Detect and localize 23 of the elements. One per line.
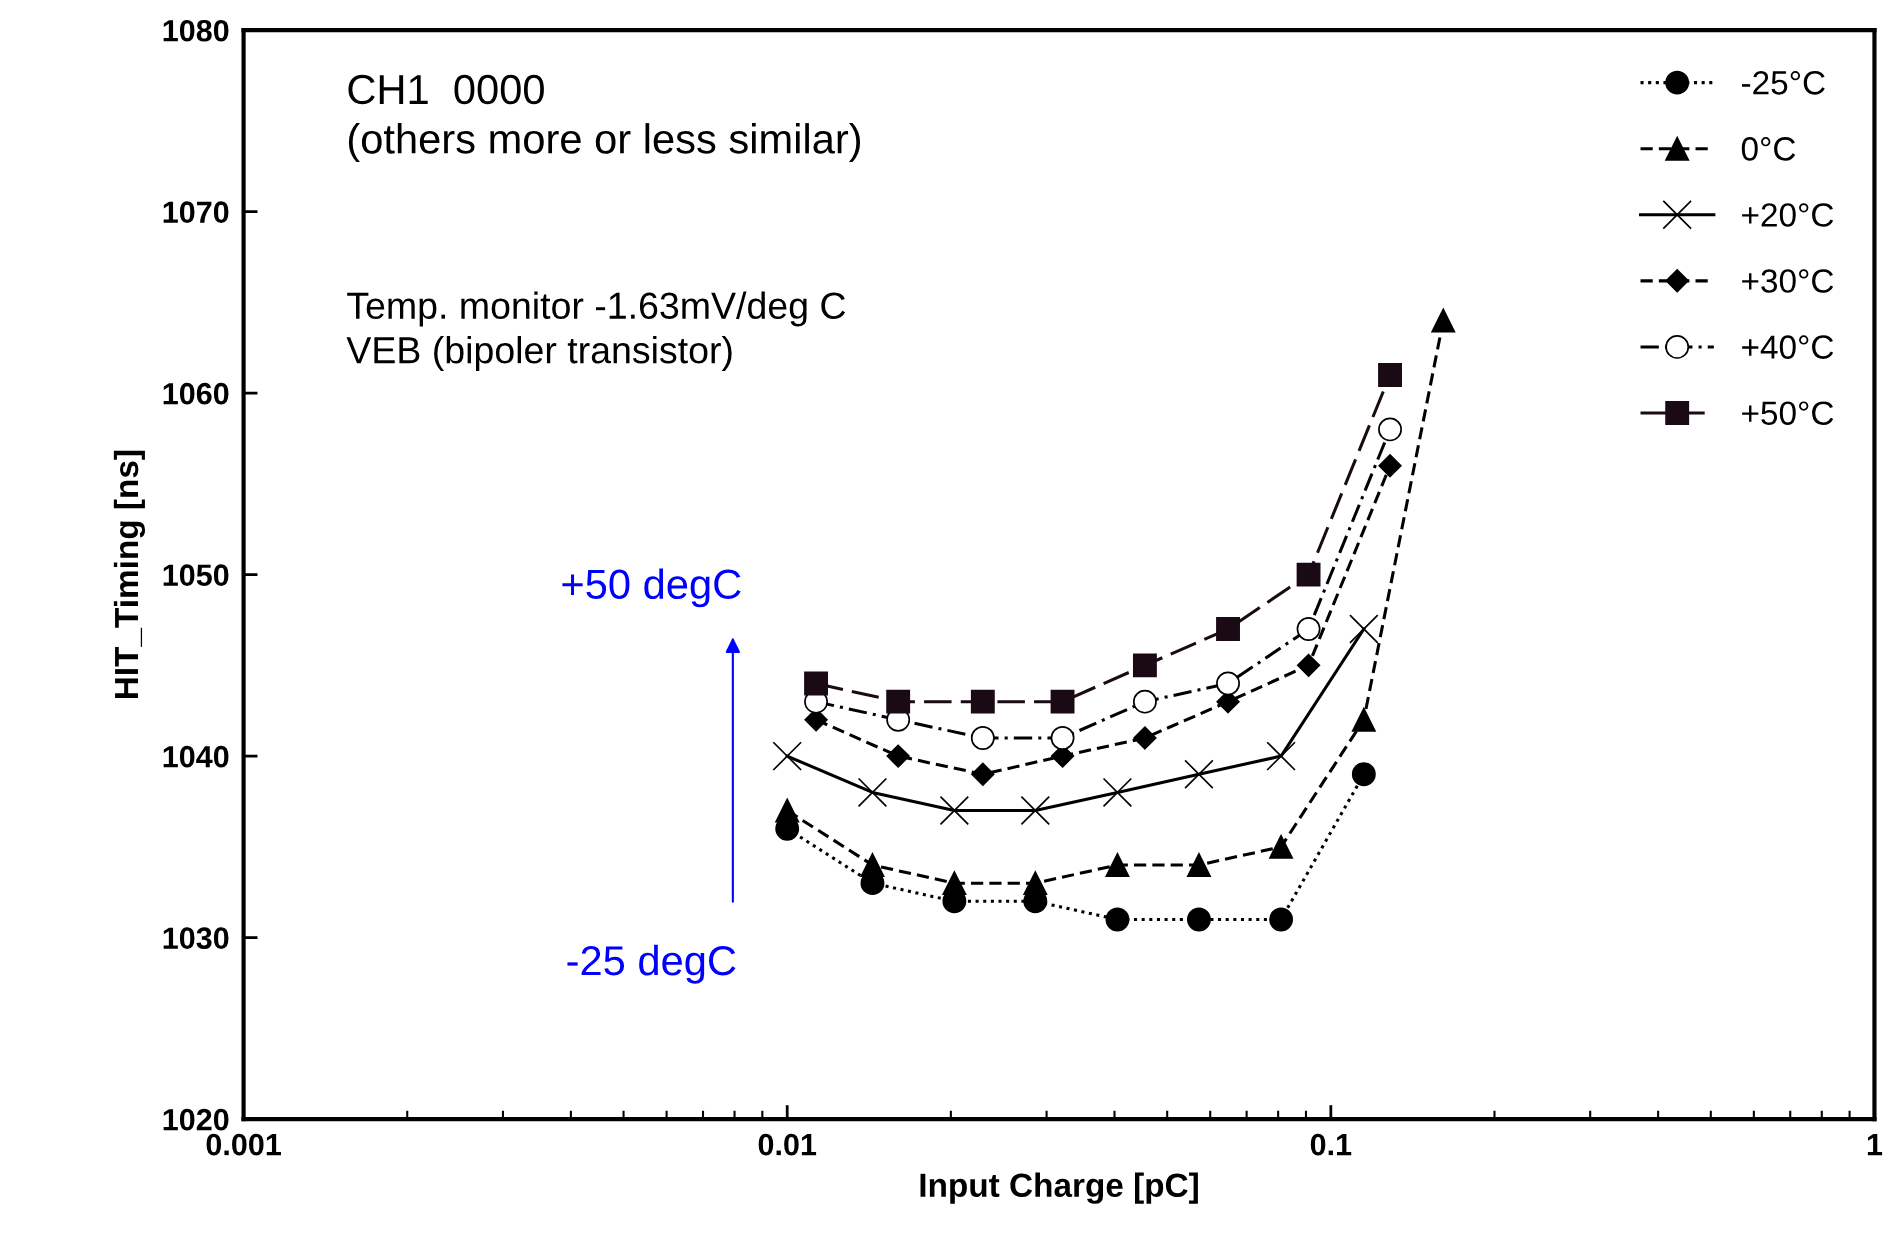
y-tick-label: 1080 [163, 19, 229, 42]
x-axis-title: Input Charge [pC] [920, 1172, 1198, 1204]
x-tick-label: 1 [1867, 1134, 1883, 1156]
y-tick-label: 1020 [163, 1108, 229, 1131]
legend-label: +20°C [1742, 203, 1834, 227]
annotation: Temp. monitor -1.63mV/deg C VEB (bipoler transistor) [346, 291, 846, 371]
y-tick-label: 1060 [163, 382, 229, 405]
annotation: -25 degC [567, 944, 736, 984]
legend-label: +40°C [1742, 335, 1834, 359]
legend-label: +30°C [1742, 269, 1834, 293]
legend-label: +50°C [1742, 401, 1834, 425]
annotation: +50 degC [562, 568, 741, 608]
annotation: CH1 0000 (others more or less similar) [348, 74, 861, 162]
y-tick-label: 1050 [163, 564, 229, 586]
legend-label: 0°C [1741, 137, 1796, 161]
y-tick-label: 1070 [163, 201, 229, 224]
legend-label: -25°C [1741, 71, 1825, 95]
x-tick-label: 0.1 [1310, 1133, 1352, 1156]
x-tick-label: 0.001 [206, 1133, 281, 1156]
y-axis-title: HIT_Timing [ns] [113, 450, 146, 699]
y-tick-label: 1040 [163, 745, 229, 768]
x-tick-label: 0.01 [758, 1133, 817, 1156]
y-tick-label: 1030 [163, 927, 229, 950]
